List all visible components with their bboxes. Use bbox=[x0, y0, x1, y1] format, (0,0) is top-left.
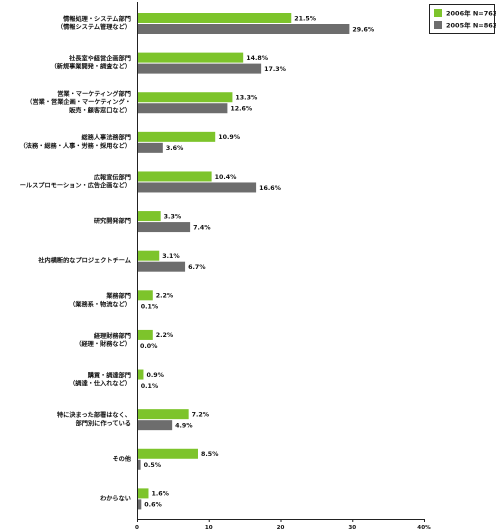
value-labels: 21.5% 29.6% 14.8% 17.3% 13.3% 12.6% 10.9% 3.6% 1… bbox=[140, 15, 375, 508]
category-label: 情報処理・システム部門（情報システム管理など） bbox=[57, 15, 131, 31]
bar-2006 bbox=[137, 211, 161, 222]
value-label-2006: 10.4% bbox=[215, 174, 238, 181]
axes bbox=[137, 2, 425, 522]
bar-2005 bbox=[137, 420, 173, 431]
value-label-2006: 0.9% bbox=[146, 372, 164, 379]
bar-2005 bbox=[137, 142, 163, 153]
bar-2005 bbox=[137, 499, 142, 510]
bar-2006 bbox=[137, 250, 160, 261]
value-label-2005: 0.1% bbox=[141, 304, 159, 311]
value-label-2005: 12.6% bbox=[230, 106, 253, 113]
bar-2005 bbox=[137, 459, 141, 470]
category-label: 業務部門（業務系・物流など） bbox=[69, 292, 131, 308]
bar-2005 bbox=[137, 261, 186, 272]
x-tick-label: 20 bbox=[277, 525, 285, 530]
bar-2006 bbox=[137, 488, 149, 499]
bar-2006 bbox=[137, 369, 144, 380]
value-label-2006: 3.3% bbox=[164, 213, 182, 220]
bars bbox=[137, 13, 350, 510]
value-label-2005: 29.6% bbox=[352, 26, 375, 33]
value-label-2006: 1.6% bbox=[151, 491, 169, 498]
bar-2006 bbox=[137, 171, 212, 182]
value-label-2005: 4.9% bbox=[175, 422, 193, 429]
bar-2005 bbox=[137, 63, 262, 74]
bar-2005 bbox=[137, 24, 350, 34]
bar-2006 bbox=[137, 92, 233, 103]
legend-swatch bbox=[434, 21, 442, 29]
value-label-2005: 0.5% bbox=[144, 462, 162, 469]
category-label: 研究開発部門 bbox=[94, 217, 131, 225]
x-tick-label: 10 bbox=[205, 525, 213, 530]
legend: 2006年 N=762 2005年 N=862 bbox=[429, 4, 496, 34]
category-label: 広報宣伝部門ールスプロモーション・広告企画など） bbox=[20, 173, 131, 189]
value-label-2006: 10.9% bbox=[218, 134, 241, 141]
x-tick-label: 30 bbox=[348, 525, 356, 530]
bar-2006 bbox=[137, 409, 189, 420]
legend-swatch bbox=[434, 9, 442, 17]
value-label-2005: 0.1% bbox=[141, 383, 159, 390]
value-label-2006: 8.5% bbox=[201, 451, 219, 458]
category-labels: 情報処理・システム部門（情報システム管理など） 社長室や経営企画部門（新規事業開発… bbox=[20, 15, 132, 502]
value-label-2005: 6.7% bbox=[188, 264, 206, 271]
legend-label: 2005年 N=862 bbox=[446, 21, 496, 30]
category-label: 購買・調達部門（調達・仕入れなど） bbox=[69, 371, 131, 387]
category-label: 営業・マーケティング部門（営業・営業企画・マーケティング・販売・顧客窓口など） bbox=[26, 90, 131, 114]
x-tick-label: 0 bbox=[135, 525, 139, 530]
value-label-2006: 7.2% bbox=[192, 411, 210, 418]
value-label-2006: 2.2% bbox=[156, 293, 174, 300]
x-tick-label: 40% bbox=[417, 525, 431, 530]
category-label: 社内横断的なプロジェクトチーム bbox=[37, 257, 131, 265]
category-label: 特に決まった部署はなく、部門別に作っている bbox=[57, 411, 131, 427]
bar-2006 bbox=[137, 329, 153, 340]
category-label: わからない bbox=[100, 494, 131, 502]
value-label-2006: 21.5% bbox=[294, 15, 317, 22]
value-label-2006: 3.1% bbox=[162, 253, 180, 260]
value-label-2005: 7.4% bbox=[193, 224, 211, 231]
legend-label: 2006年 N=762 bbox=[446, 9, 496, 18]
category-label: 総務人事法務部門（法務・総務・人事・労務・採用など） bbox=[20, 134, 131, 150]
bar-2006 bbox=[137, 52, 244, 63]
category-label: 社長室や経営企画部門（新規事業開発・調査など） bbox=[51, 55, 131, 71]
bar-2005 bbox=[137, 182, 257, 193]
value-label-2005: 16.6% bbox=[259, 185, 282, 192]
category-label: 経理財務部門（経理・財務など） bbox=[75, 332, 131, 348]
bar-2005 bbox=[137, 103, 228, 114]
value-label-2006: 2.2% bbox=[156, 332, 174, 339]
bar-2006 bbox=[137, 13, 292, 23]
value-label-2005: 3.6% bbox=[166, 145, 184, 152]
value-label-2005: 0.6% bbox=[144, 502, 162, 509]
bar-2006 bbox=[137, 131, 216, 142]
category-label: その他 bbox=[112, 455, 131, 463]
value-label-2006: 14.8% bbox=[246, 55, 269, 62]
value-label-2005: 0.0% bbox=[140, 343, 158, 350]
x-tick-labels: 0 10 20 30 40% bbox=[135, 525, 431, 530]
bar-2005 bbox=[137, 222, 191, 233]
bar-2006 bbox=[137, 290, 153, 301]
value-label-2006: 13.3% bbox=[235, 95, 258, 102]
bar-2006 bbox=[137, 448, 198, 459]
value-label-2005: 17.3% bbox=[264, 66, 287, 73]
